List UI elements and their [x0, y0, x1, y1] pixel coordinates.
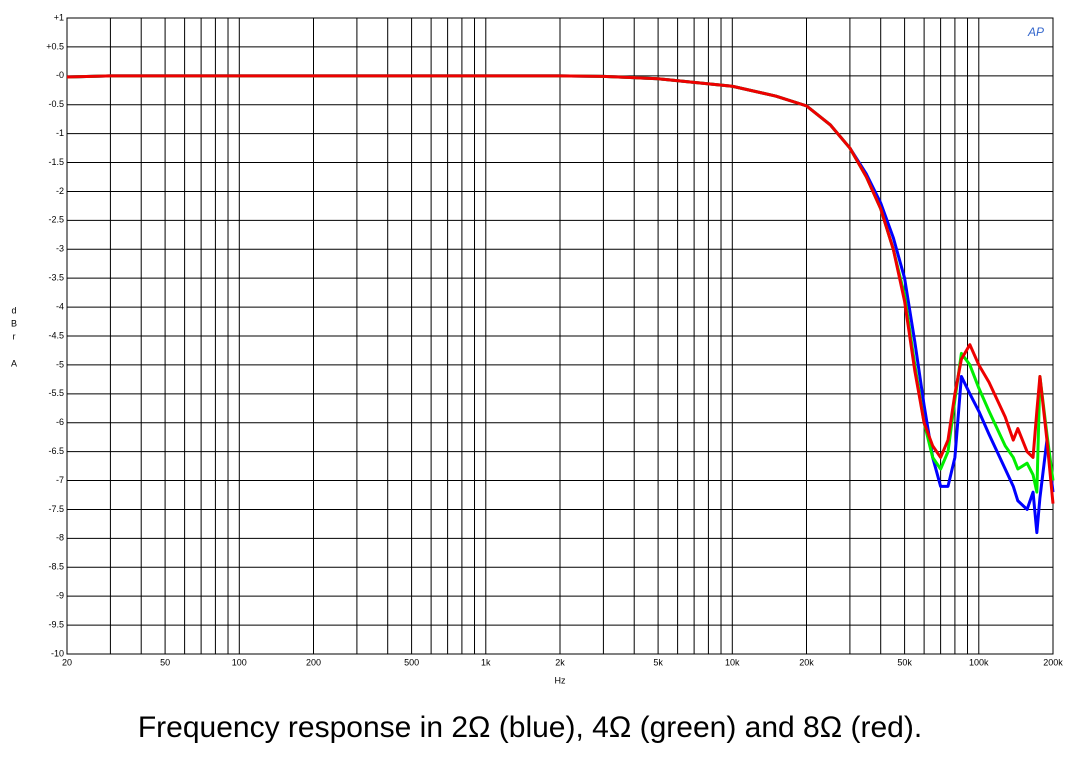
x-tick-label: 500 — [404, 657, 419, 667]
x-tick-label: 10k — [725, 657, 740, 667]
x-tick-label: 50 — [160, 657, 170, 667]
logo: AP — [1027, 25, 1044, 39]
y-tick-label: -5 — [56, 359, 64, 369]
x-tick-label: 100k — [969, 657, 989, 667]
y-tick-label: -1 — [56, 128, 64, 138]
y-tick-label: -2 — [56, 186, 64, 196]
y-axis-label: r — [13, 331, 16, 341]
y-tick-label: -7.5 — [48, 504, 64, 514]
y-tick-label: -10 — [51, 648, 64, 658]
y-tick-label: -0 — [56, 70, 64, 80]
y-tick-label: +0.5 — [46, 41, 64, 51]
y-tick-label: -8.5 — [48, 562, 64, 572]
y-tick-label: -7 — [56, 475, 64, 485]
y-tick-label: -3 — [56, 244, 64, 254]
x-axis-label: Hz — [555, 675, 566, 685]
x-tick-label: 20 — [62, 657, 72, 667]
x-tick-label: 2k — [555, 657, 565, 667]
y-tick-label: -6 — [56, 417, 64, 427]
y-tick-label: -1.5 — [48, 157, 64, 167]
x-tick-label: 20k — [799, 657, 814, 667]
y-axis-label: A — [11, 358, 17, 368]
y-tick-label: -9 — [56, 591, 64, 601]
y-tick-label: -8 — [56, 533, 64, 543]
y-tick-label: -0.5 — [48, 99, 64, 109]
x-tick-label: 200 — [306, 657, 321, 667]
plot-border — [66, 17, 1054, 655]
caption: Frequency response in 2Ω (blue), 4Ω (gre… — [138, 711, 922, 744]
y-tick-label: -9.5 — [48, 619, 64, 629]
y-tick-label: -4 — [56, 301, 64, 311]
x-tick-label: 100 — [232, 657, 247, 667]
y-axis-label: d — [11, 305, 16, 315]
series-line — [66, 74, 1055, 504]
y-tick-label: -4.5 — [48, 330, 64, 340]
y-tick-label: +1 — [54, 12, 64, 22]
y-tick-label: -5.5 — [48, 388, 64, 398]
x-tick-label: 1k — [481, 657, 491, 667]
y-tick-label: -2.5 — [48, 215, 64, 225]
x-tick-label: 200k — [1043, 657, 1063, 667]
x-tick-label: 5k — [653, 657, 663, 667]
y-tick-label: -6.5 — [48, 446, 64, 456]
y-tick-label: -3.5 — [48, 273, 64, 283]
x-tick-label: 50k — [897, 657, 912, 667]
y-axis-label: B — [11, 318, 17, 328]
